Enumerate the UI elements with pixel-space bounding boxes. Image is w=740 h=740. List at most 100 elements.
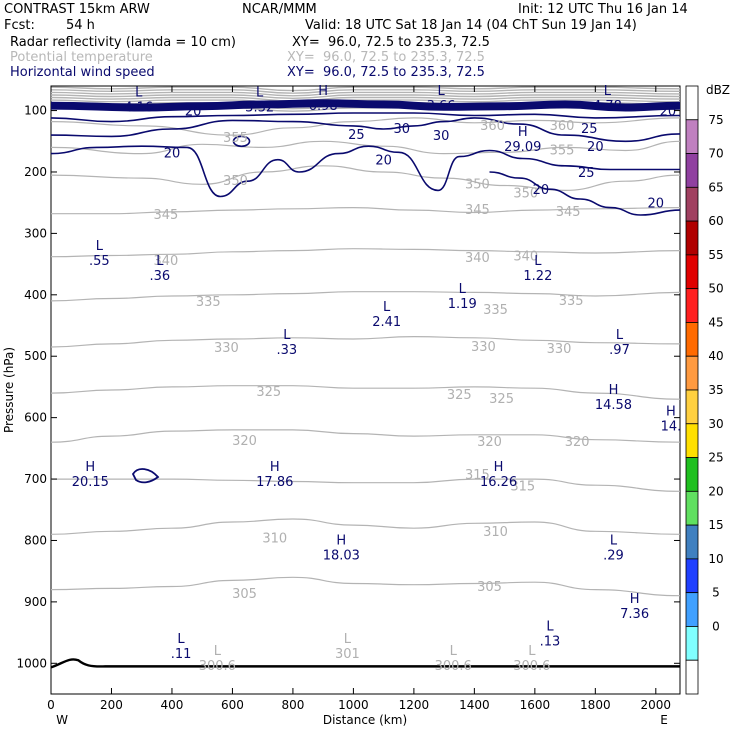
extremum-value: 3.32 [245,100,274,115]
theta-contour-325 [50,385,681,400]
wind-contour-2 [50,145,680,198]
theta-contour-335 [50,291,681,302]
extremum-value: 7.36 [620,607,649,622]
extremum-value: 4.16 [124,100,153,115]
wind-contour-label: 30 [433,129,450,144]
field-reflectivity-name: Radar reflectivity (lamda = 10 cm) [10,35,236,50]
colorbar-level-label: 25 [708,451,723,465]
extremum-value: 14. [661,420,682,435]
colorbar-level-label: 0 [712,619,720,633]
field-wind-xy: XY= 96.0, 72.5 to 235.3, 72.5 [287,65,485,80]
extremum-type: L [450,644,458,659]
extremum-type: L [616,328,624,343]
theta-contour-label: 330 [214,341,239,356]
theta-contour-label: 305 [477,580,502,595]
theta-contour-330 [50,335,681,348]
extremum-value: 1.22 [523,269,552,284]
colorbar-level-label: 50 [708,282,723,296]
colorbar-swatch [685,220,699,256]
x-tick-label: 1200 [399,698,430,712]
extremum-value: 300.6 [199,659,236,674]
wind-contour-label: 20 [375,154,392,169]
theta-contour-label: 305 [232,587,257,602]
extremum-type: L [610,534,618,549]
theta-contour-label: 330 [547,342,572,357]
extremum-type: H [270,460,280,475]
jet-core-contour [50,104,681,112]
colorbar-level-label: 65 [708,180,723,194]
field-theta-name: Potential temperature [10,50,153,65]
y-tick-label: 300 [24,226,47,240]
wind-contour-label: 20 [164,146,181,161]
colorbar-swatch [685,558,699,594]
y-tick-label: 200 [24,165,47,179]
field-wind-name: Horizontal wind speed [10,65,155,80]
wind-closed-contour [232,135,251,148]
colorbar-swatch [685,288,699,323]
colorbar-swatch [685,119,699,154]
extremum-type: H [630,592,640,607]
upper-theta-line [50,96,681,102]
theta-contour-label: 360 [480,119,505,134]
colorbar-level-label: 40 [708,349,723,363]
colorbar-level-label: 20 [708,484,723,498]
x-tick-label: 1000 [338,698,369,712]
colorbar-swatch [685,322,699,357]
extremum-value: 18.03 [323,549,360,564]
wind-contour-1 [50,117,681,143]
wind-contour-label: 20 [648,197,665,212]
theta-contour-label: 340 [153,254,178,269]
extremum-type: H [85,460,95,475]
forecast-hours: 54 h [66,18,95,33]
x-tick-label: 200 [100,698,123,712]
wind-contours [50,99,681,484]
theta-contour-310 [50,518,681,535]
extremum-type: L [534,254,542,269]
colorbar-level-label: 60 [708,214,723,228]
extremum-type: H [518,125,528,140]
theta-contour-label: 335 [483,303,508,318]
colorbar-swatch [685,85,699,121]
y-tick-label: 400 [24,288,47,302]
x-tick-label: 600 [221,698,244,712]
colorbar-level-label: 55 [708,248,723,262]
colorbar-level-label: 75 [708,113,723,127]
extremum-type: L [437,84,445,99]
extremum-type: L [546,620,554,635]
theta-contour-label: 325 [447,388,472,403]
theta-contour-305 [50,576,681,597]
jet-core-contour [50,99,681,107]
jet-core-contour [50,101,681,110]
extremum-value: .97 [609,343,630,358]
theta-contour-label: 335 [559,294,584,309]
wind-contour-label: 25 [581,122,598,137]
colorbar-swatch [685,457,699,492]
extremum-type: H [609,383,619,398]
x-axis-ticks: 0 200 400 600 800 1000 1200 1400 1600 1800 2000 [47,86,671,712]
wind-contour-label: 25 [578,166,595,181]
terrain-surface [50,658,680,669]
theta-contour-label: 315 [510,479,535,494]
wind-contour-0 [50,112,681,123]
extremum-value: 29.09 [504,140,541,155]
init-time: Init: 12 UTC Thu 16 Jan 14 [518,2,688,17]
y-tick-label: 900 [24,595,47,609]
extremum-value: 20.15 [72,475,109,490]
x-tick-label: 1600 [520,698,551,712]
field-reflectivity-xy: XY= 96.0, 72.5 to 235.3, 72.5 [292,35,490,50]
extremum-type: H [666,405,676,420]
colorbar-swatch [685,592,699,627]
colorbar-level-label: 5 [712,586,720,600]
extremum-value: .55 [89,254,110,269]
extremum-type: H [318,84,328,99]
colorbar-swatch [685,153,699,188]
y-tick-label: 700 [24,472,47,486]
model-title: CONTRAST 15km ARW [4,2,150,17]
extremum-type: L [604,84,612,99]
org-label: NCAR/MMM [242,2,317,17]
colorbar-level-label: 10 [708,552,723,566]
valid-time: Valid: 18 UTC Sat 18 Jan 14 (04 ChT Sun … [305,18,637,33]
theta-contour-label: 320 [565,435,590,450]
colorbar-swatch [685,490,699,526]
